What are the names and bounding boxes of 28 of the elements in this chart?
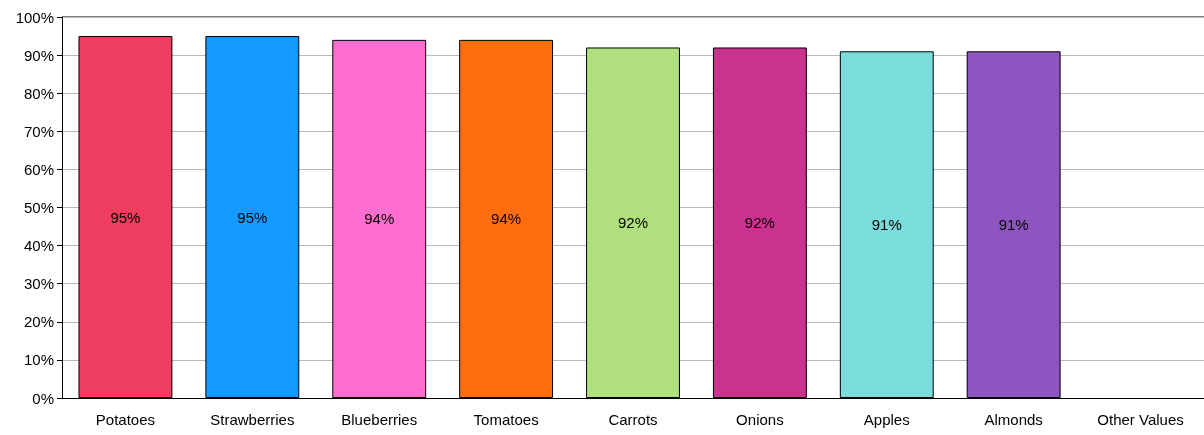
x-tick-label: Apples	[863, 411, 910, 428]
y-tick-label: 50%	[23, 199, 54, 216]
y-tick-label: 70%	[23, 122, 54, 140]
data-label: 95%	[237, 208, 268, 226]
data-label: 92%	[744, 214, 775, 232]
x-tick-label: Potatoes	[95, 411, 156, 428]
x-tick-label: Strawberries	[210, 411, 295, 428]
x-tick-label: Blueberries	[341, 411, 418, 428]
y-tick-label: 100%	[15, 8, 54, 26]
y-tick-label: 90%	[23, 46, 54, 64]
y-tick-label: 80%	[23, 84, 54, 102]
y-tick-label: 10%	[23, 351, 54, 369]
y-tick-label: 20%	[23, 313, 54, 331]
y-tick-label: 0%	[32, 389, 54, 407]
data-label: 95%	[110, 208, 141, 226]
x-tick-label: Tomatoes	[473, 411, 539, 428]
y-tick-label: 40%	[23, 237, 54, 255]
y-tick-label: 60%	[23, 160, 54, 178]
data-label: 92%	[617, 214, 649, 232]
x-tick-label: Carrots	[608, 411, 658, 428]
data-label: 91%	[998, 216, 1029, 234]
data-label: 94%	[364, 210, 395, 228]
data-label: 91%	[871, 216, 902, 234]
x-tick-label: Other Values	[1097, 411, 1184, 428]
x-tick-label: Onions	[736, 411, 784, 428]
y-tick-label: 30%	[23, 275, 54, 293]
x-tick-label: Almonds	[984, 411, 1043, 428]
data-label: 94%	[491, 210, 522, 228]
